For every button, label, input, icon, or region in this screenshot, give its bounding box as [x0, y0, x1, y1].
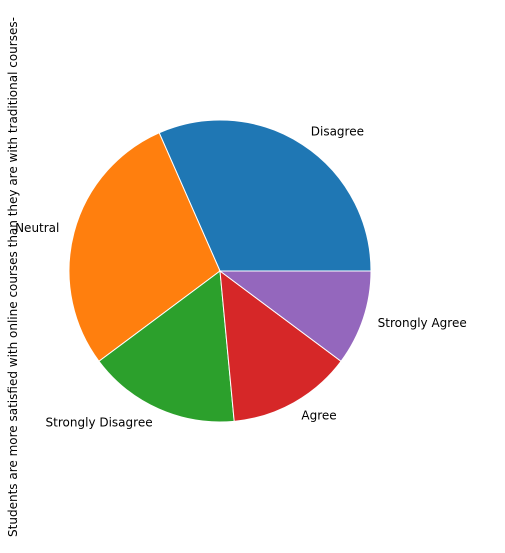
- pie-label-agree: Agree: [301, 408, 336, 422]
- pie-label-disagree: Disagree: [311, 124, 364, 138]
- pie-label-neutral: Neutral: [15, 221, 59, 235]
- pie-label-strongly-agree: Strongly Agree: [378, 316, 467, 330]
- pie-slices: [69, 120, 371, 422]
- pie-label-strongly-disagree: Strongly Disagree: [46, 415, 153, 429]
- y-axis-label: Students are more satisfied with online …: [6, 17, 20, 537]
